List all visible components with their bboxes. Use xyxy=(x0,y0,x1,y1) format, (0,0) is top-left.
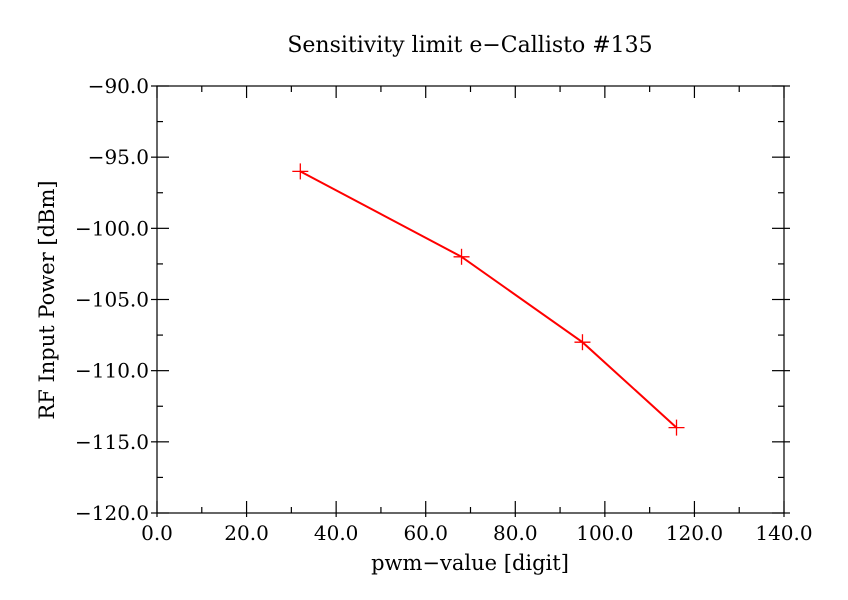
x-tick-labels: 0.0 20.0 40.0 60.0 80.0 100.0 120.0 140.0 xyxy=(141,521,813,545)
data-point-marker xyxy=(574,334,591,351)
x-tick-label: 100.0 xyxy=(576,521,633,545)
x-axis-title: pwm−value [digit] xyxy=(371,551,569,575)
y-tick-label: −95.0 xyxy=(88,145,149,169)
data-point-marker xyxy=(453,248,470,265)
x-tick-label: 0.0 xyxy=(141,521,173,545)
data-point-marker xyxy=(292,163,309,180)
x-tick-label: 40.0 xyxy=(314,521,359,545)
y-tick-label: −110.0 xyxy=(75,359,149,383)
x-tick-label: 120.0 xyxy=(666,521,723,545)
y-tick-label: −105.0 xyxy=(75,288,149,312)
series-group xyxy=(292,163,685,436)
axis-ticks xyxy=(151,85,790,517)
x-tick-label: 140.0 xyxy=(755,521,812,545)
x-tick-label: 80.0 xyxy=(493,521,538,545)
y-tick-label: −115.0 xyxy=(75,430,149,454)
chart-title: Sensitivity limit e−Callisto #135 xyxy=(287,33,652,58)
y-tick-label: −90.0 xyxy=(88,74,149,98)
y-axis-title: RF Input Power [dBm] xyxy=(35,180,59,419)
x-tick-label: 60.0 xyxy=(403,521,448,545)
x-tick-label: 20.0 xyxy=(224,521,269,545)
data-point-marker xyxy=(668,419,685,436)
y-tick-label: −100.0 xyxy=(75,216,149,240)
y-tick-label: −120.0 xyxy=(75,501,149,525)
y-tick-labels: −90.0 −95.0 −100.0 −105.0 −110.0 −115.0 −120.0 xyxy=(75,74,149,525)
series-line xyxy=(299,170,678,429)
plot-frame xyxy=(156,85,785,514)
